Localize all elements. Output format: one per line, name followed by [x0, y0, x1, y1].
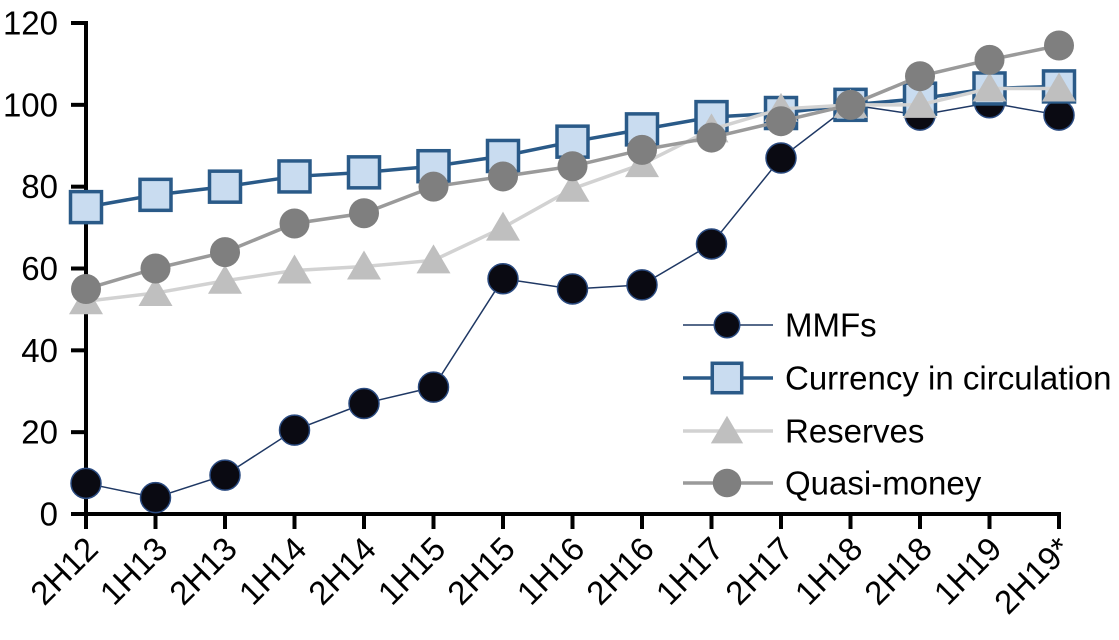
legend-label: Reserves	[785, 413, 924, 450]
y-tick-label: 20	[21, 414, 58, 451]
circle-marker	[627, 134, 657, 165]
triangle-marker	[555, 172, 590, 202]
legend-label: Currency in circulation	[785, 360, 1111, 397]
circle-marker	[696, 122, 727, 153]
x-tick-label: 1H13	[93, 530, 175, 612]
x-tick-label: 1H14	[232, 530, 314, 612]
circle-marker	[70, 467, 102, 500]
circle-marker	[765, 142, 797, 174]
circle-marker	[140, 253, 171, 284]
circle-marker	[418, 171, 449, 202]
y-tick-label: 60	[21, 250, 58, 287]
x-tick-label: 2H12	[23, 530, 105, 612]
circle-marker	[139, 481, 172, 514]
y-tick-label: 80	[21, 168, 58, 205]
triangle-marker	[972, 72, 1007, 102]
y-tick-label: 100	[3, 86, 58, 123]
circle-marker	[712, 468, 742, 498]
legend: MMFs Currency in circulation Reserves Quasi…	[683, 307, 1111, 502]
circle-marker	[713, 311, 741, 339]
x-tick-label: 2H19*	[987, 530, 1078, 621]
x-tick-label: 2H15	[440, 530, 522, 612]
triangle-marker	[138, 277, 173, 307]
circle-marker	[488, 161, 518, 192]
legend-item-mmfs: MMFs	[683, 307, 877, 344]
y-tick-label: 40	[21, 332, 58, 369]
circle-marker	[279, 208, 310, 239]
x-tick-label: 2H14	[301, 530, 383, 612]
circle-marker	[557, 151, 588, 182]
square-marker	[207, 169, 243, 204]
x-tick-label: 1H17	[649, 530, 731, 612]
square-marker	[277, 159, 312, 194]
circle-marker	[349, 198, 379, 229]
triangle-marker	[903, 88, 937, 118]
x-tick-label: 2H17	[718, 530, 800, 612]
circle-marker	[209, 459, 241, 491]
circle-marker	[626, 269, 658, 301]
legend-label: MMFs	[785, 307, 877, 344]
triangle-marker	[416, 244, 451, 274]
circle-marker	[417, 371, 450, 403]
circle-marker	[835, 89, 866, 120]
triangle-marker	[347, 250, 381, 280]
circle-marker	[210, 237, 240, 268]
circle-marker	[1044, 30, 1074, 61]
triangle-marker	[208, 264, 242, 294]
circle-marker	[974, 44, 1005, 75]
triangle-marker	[277, 254, 312, 284]
circle-marker	[348, 387, 380, 420]
triangle-marker	[1042, 72, 1076, 102]
square-marker	[346, 155, 382, 190]
triangle-marker	[710, 415, 744, 444]
circle-marker	[905, 61, 935, 92]
legend-item-reserves: Reserves	[683, 413, 924, 450]
y-tick-label: 120	[3, 5, 58, 42]
circle-marker	[1043, 99, 1075, 131]
circle-marker	[556, 273, 589, 305]
circle-marker	[487, 262, 519, 295]
circle-marker	[766, 106, 796, 137]
square-marker	[710, 361, 744, 395]
x-tick-label: 1H15	[371, 530, 453, 612]
x-tick-label: 1H18	[788, 530, 870, 612]
x-tick-label: 1H16	[510, 530, 592, 612]
square-marker	[68, 189, 104, 225]
legend-label: Quasi-money	[785, 465, 982, 502]
x-tick-label: 2H16	[579, 530, 661, 612]
x-tick-label: 2H18	[857, 530, 939, 612]
circle-marker	[71, 273, 101, 304]
triangle-marker	[486, 211, 520, 241]
series-quasi-money	[71, 30, 1074, 304]
x-tick-label: 2H13	[162, 530, 244, 612]
circle-marker	[278, 414, 311, 446]
square-marker	[138, 177, 173, 213]
y-tick-label: 0	[40, 496, 58, 533]
legend-item-currency-in-circulation: Currency in circulation	[683, 360, 1111, 397]
circle-marker	[695, 228, 728, 260]
legend-item-quasi-money: Quasi-money	[683, 465, 982, 502]
